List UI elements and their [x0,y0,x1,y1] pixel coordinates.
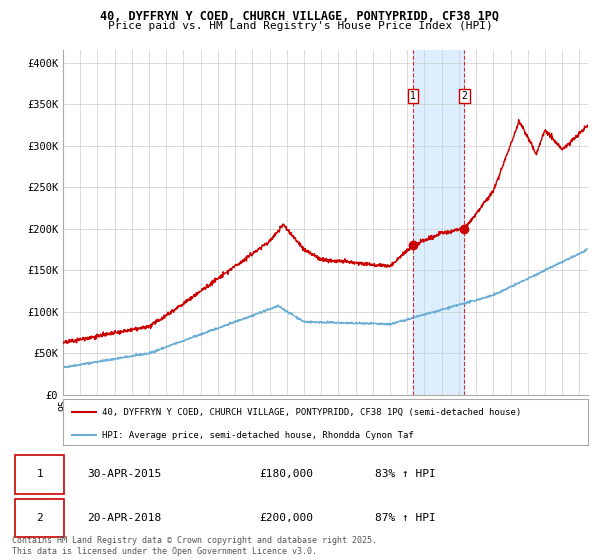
Text: Price paid vs. HM Land Registry's House Price Index (HPI): Price paid vs. HM Land Registry's House … [107,21,493,31]
Text: 30-APR-2015: 30-APR-2015 [87,469,161,479]
Text: Contains HM Land Registry data © Crown copyright and database right 2025.
This d: Contains HM Land Registry data © Crown c… [12,536,377,556]
FancyBboxPatch shape [15,455,64,494]
Bar [413,50,464,395]
Text: 40, DYFFRYN Y COED, CHURCH VILLAGE, PONTYPRIDD, CF38 1PQ: 40, DYFFRYN Y COED, CHURCH VILLAGE, PONT… [101,10,499,23]
Text: £200,000: £200,000 [260,513,314,523]
FancyBboxPatch shape [15,498,64,538]
Text: 20-APR-2018: 20-APR-2018 [87,513,161,523]
Text: £180,000: £180,000 [260,469,314,479]
Text: 2: 2 [461,91,467,101]
Text: 2: 2 [36,513,43,523]
Text: 1: 1 [36,469,43,479]
Text: 1: 1 [410,91,416,101]
Text: HPI: Average price, semi-detached house, Rhondda Cynon Taf: HPI: Average price, semi-detached house,… [103,431,414,440]
Text: 40, DYFFRYN Y COED, CHURCH VILLAGE, PONTYPRIDD, CF38 1PQ (semi-detached house): 40, DYFFRYN Y COED, CHURCH VILLAGE, PONT… [103,408,521,417]
Text: 83% ↑ HPI: 83% ↑ HPI [375,469,436,479]
Text: 87% ↑ HPI: 87% ↑ HPI [375,513,436,523]
